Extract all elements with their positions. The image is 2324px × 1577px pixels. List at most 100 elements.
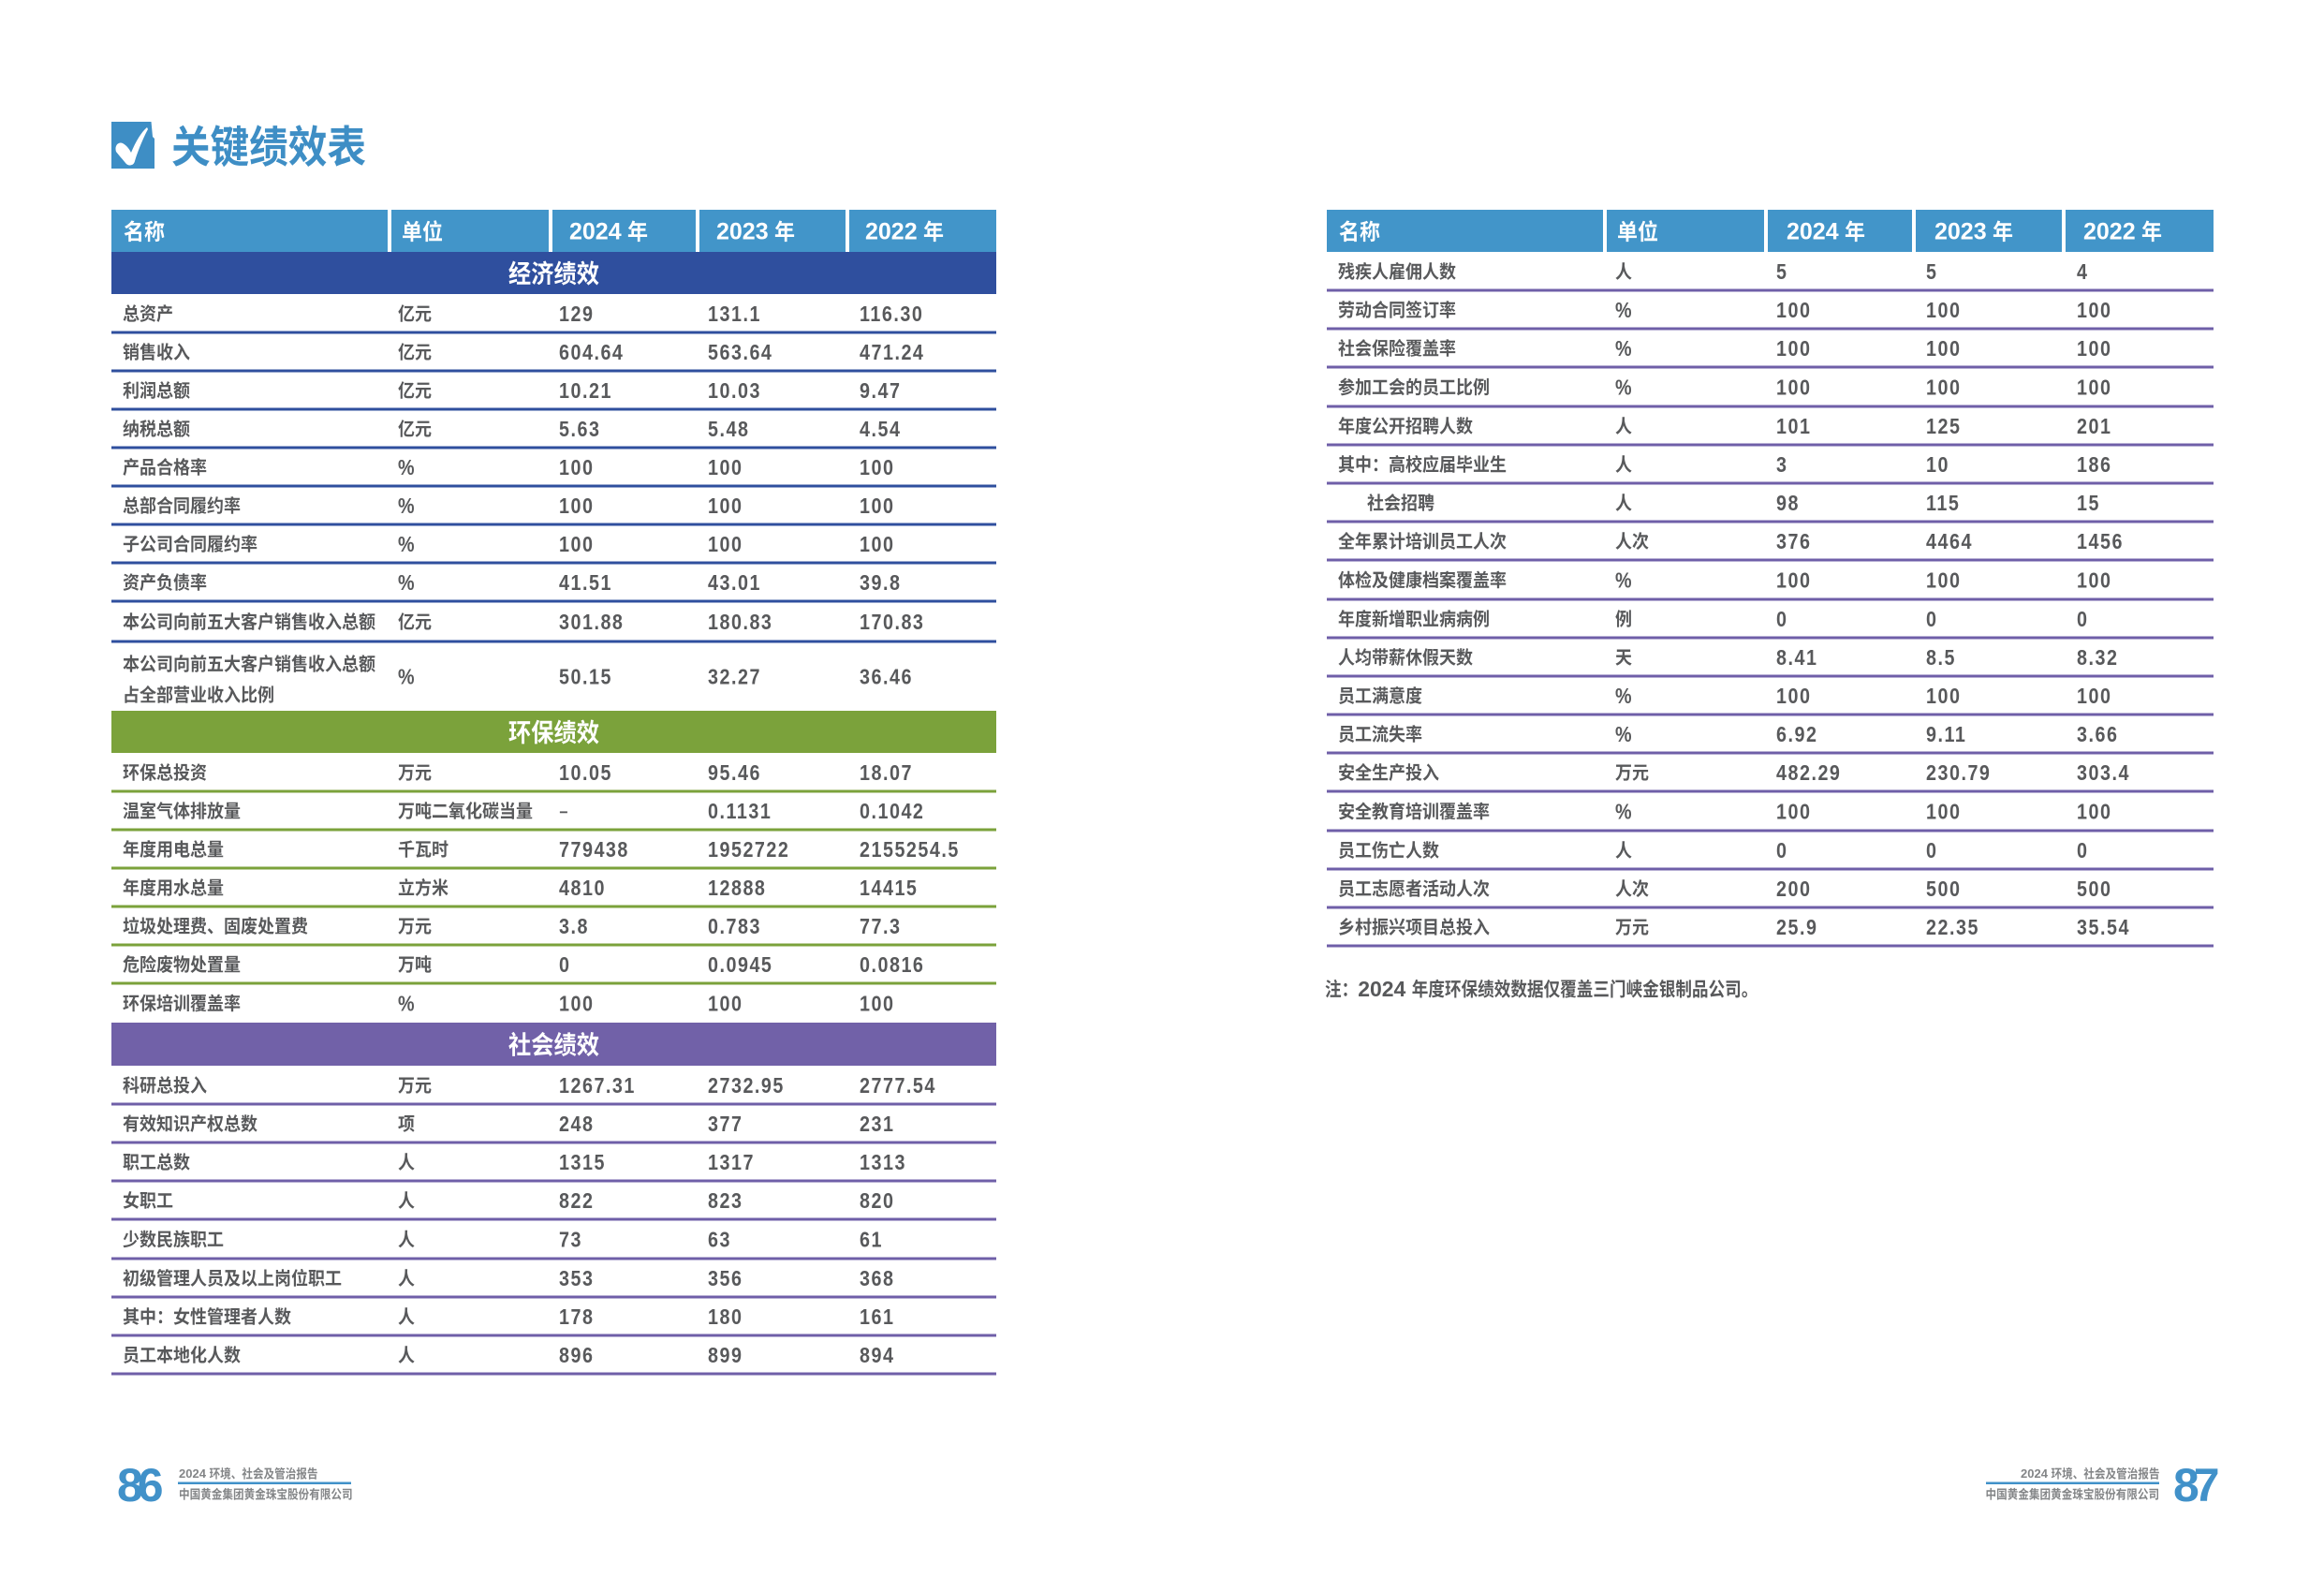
svg-text:100: 100 <box>860 991 894 1016</box>
svg-text:100: 100 <box>1926 683 1961 708</box>
svg-text:0.1042: 0.1042 <box>860 798 924 823</box>
svg-text:2023: 2023 <box>716 219 769 245</box>
svg-text:230.79: 230.79 <box>1926 759 1991 785</box>
svg-text:100: 100 <box>1776 375 1811 400</box>
svg-text:200: 200 <box>1776 876 1811 901</box>
svg-text:10.21: 10.21 <box>559 377 612 403</box>
svg-text:2732.95: 2732.95 <box>708 1072 785 1098</box>
svg-text:8.32: 8.32 <box>2077 644 2118 670</box>
svg-text:100: 100 <box>1926 375 1961 400</box>
svg-text:87: 87 <box>2173 1459 2218 1511</box>
svg-text:43.01: 43.01 <box>708 569 761 595</box>
svg-text:186: 186 <box>2077 451 2111 477</box>
svg-text:100: 100 <box>559 454 594 479</box>
svg-text:%: % <box>398 569 416 595</box>
svg-text:%: % <box>1615 721 1633 746</box>
svg-text:14415: 14415 <box>860 875 918 900</box>
svg-text:%: % <box>1615 799 1633 824</box>
svg-text:2777.54: 2777.54 <box>860 1072 936 1098</box>
svg-text:129: 129 <box>559 301 594 326</box>
svg-text:10.03: 10.03 <box>708 377 761 403</box>
svg-text:41.51: 41.51 <box>559 569 612 595</box>
svg-text:100: 100 <box>2077 375 2111 400</box>
svg-text:15: 15 <box>2077 490 2100 515</box>
svg-text:2024: 2024 <box>569 219 622 245</box>
svg-text:0: 0 <box>1926 606 1937 631</box>
svg-text:36.46: 36.46 <box>860 664 913 689</box>
svg-text:604.64: 604.64 <box>559 339 624 364</box>
svg-text:822: 822 <box>559 1187 594 1213</box>
svg-text:100: 100 <box>2077 297 2111 322</box>
svg-text:1952722: 1952722 <box>708 836 789 862</box>
svg-text:100: 100 <box>1776 335 1811 361</box>
svg-text:161: 161 <box>860 1304 894 1329</box>
svg-text:10: 10 <box>1926 451 1949 477</box>
svg-text:%: % <box>398 531 416 556</box>
svg-text:100: 100 <box>860 493 894 518</box>
svg-text:116.30: 116.30 <box>860 301 923 326</box>
svg-text:8.5: 8.5 <box>1926 644 1956 670</box>
svg-text:32.27: 32.27 <box>708 664 761 689</box>
svg-text:170.83: 170.83 <box>860 609 924 634</box>
svg-text:4464: 4464 <box>1926 528 1973 553</box>
svg-text:3.66: 3.66 <box>2077 721 2118 746</box>
svg-text:896: 896 <box>559 1342 594 1367</box>
svg-text:894: 894 <box>860 1342 894 1367</box>
svg-text:100: 100 <box>2077 335 2111 361</box>
svg-text:0.1131: 0.1131 <box>708 798 772 823</box>
svg-text:100: 100 <box>708 454 743 479</box>
svg-text:98: 98 <box>1776 490 1800 515</box>
svg-text:178: 178 <box>559 1304 594 1329</box>
svg-text:0: 0 <box>1776 606 1787 631</box>
svg-text:%: % <box>1615 335 1633 361</box>
svg-text:100: 100 <box>559 991 594 1016</box>
svg-text:353: 353 <box>559 1265 594 1290</box>
svg-text:10.05: 10.05 <box>559 759 612 785</box>
svg-text:%: % <box>1615 683 1633 708</box>
svg-text:77.3: 77.3 <box>860 913 901 938</box>
svg-text:61: 61 <box>860 1227 883 1252</box>
svg-text:376: 376 <box>1776 528 1811 553</box>
svg-text:356: 356 <box>708 1265 743 1290</box>
svg-text:%: % <box>1615 375 1633 400</box>
svg-text:100: 100 <box>1926 799 1961 824</box>
svg-text:115: 115 <box>1926 490 1960 515</box>
svg-text:100: 100 <box>1926 335 1961 361</box>
svg-text:73: 73 <box>559 1227 582 1252</box>
svg-text:%: % <box>1615 567 1633 593</box>
svg-text:100: 100 <box>559 493 594 518</box>
svg-text:0.0816: 0.0816 <box>860 951 924 977</box>
svg-text:100: 100 <box>559 531 594 556</box>
svg-text:5: 5 <box>1926 258 1937 284</box>
svg-text:201: 201 <box>2077 413 2111 438</box>
svg-text:180.83: 180.83 <box>708 609 772 634</box>
svg-text:2022: 2022 <box>2083 219 2136 245</box>
svg-text:9.11: 9.11 <box>1926 721 1966 746</box>
svg-text:101: 101 <box>1776 413 1811 438</box>
svg-text:5.48: 5.48 <box>708 416 749 441</box>
svg-text:6.92: 6.92 <box>1776 721 1817 746</box>
svg-text:2155254.5: 2155254.5 <box>860 836 960 862</box>
svg-text:0.783: 0.783 <box>708 913 761 938</box>
svg-text:95.46: 95.46 <box>708 759 761 785</box>
svg-text:2024: 2024 <box>179 1466 207 1481</box>
svg-text:12888: 12888 <box>708 875 766 900</box>
svg-text:63: 63 <box>708 1227 731 1252</box>
svg-text:%: % <box>398 991 416 1016</box>
svg-text:0.0945: 0.0945 <box>708 951 772 977</box>
svg-text:500: 500 <box>1926 876 1961 901</box>
svg-text:500: 500 <box>2077 876 2111 901</box>
svg-text:2024: 2024 <box>1787 219 1839 245</box>
svg-text:1317: 1317 <box>708 1149 755 1174</box>
svg-text:779438: 779438 <box>559 836 629 862</box>
svg-text:0: 0 <box>1926 837 1937 862</box>
svg-text:899: 899 <box>708 1342 743 1367</box>
svg-text:2023: 2023 <box>1934 219 1987 245</box>
svg-text:131.1: 131.1 <box>708 301 761 326</box>
svg-text:%: % <box>398 493 416 518</box>
svg-text:377: 377 <box>708 1111 743 1136</box>
svg-text:2022: 2022 <box>865 219 918 245</box>
svg-text:%: % <box>398 664 416 689</box>
svg-text:471.24: 471.24 <box>860 339 924 364</box>
svg-text:823: 823 <box>708 1187 743 1213</box>
